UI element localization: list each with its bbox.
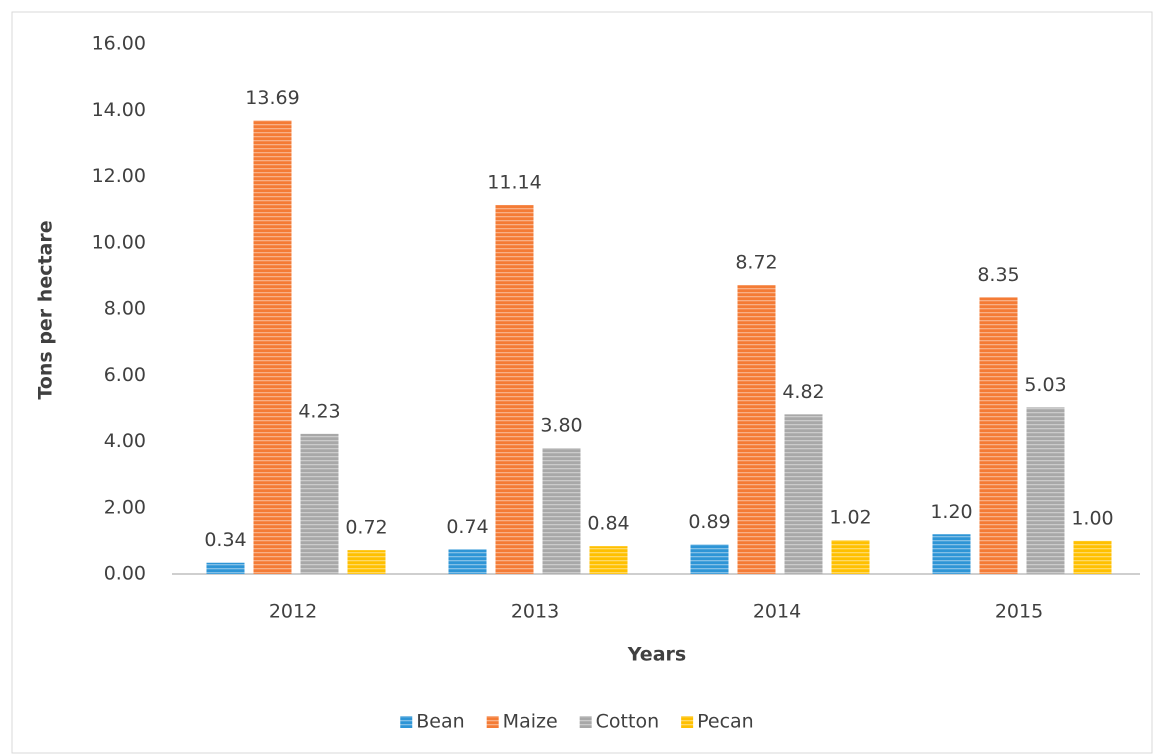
- bar: [300, 433, 339, 574]
- legend-label: Pecan: [697, 711, 754, 733]
- data-label: 13.69: [245, 87, 299, 109]
- legend-label: Cotton: [596, 711, 659, 733]
- bar: [932, 534, 971, 574]
- x-axis-title: Years: [627, 644, 686, 666]
- data-label: 1.00: [1071, 507, 1113, 529]
- y-tick-label: 0.00: [104, 563, 146, 585]
- legend-swatch: [486, 716, 499, 728]
- data-label: 11.14: [487, 171, 541, 193]
- y-tick-label: 12.00: [92, 165, 146, 187]
- y-tick-label: 2.00: [104, 496, 146, 518]
- bar: [542, 448, 581, 574]
- bar: [690, 544, 729, 574]
- legend-swatch: [400, 716, 413, 728]
- data-label: 4.82: [782, 381, 824, 403]
- x-tick-label: 2012: [269, 601, 317, 623]
- x-tick-label: 2014: [753, 601, 801, 623]
- bar: [1073, 540, 1112, 574]
- legend-label: Maize: [503, 711, 558, 733]
- bar: [831, 540, 870, 574]
- legend-swatch: [579, 716, 592, 728]
- bar: [347, 550, 386, 574]
- bar: [1026, 407, 1065, 574]
- y-tick-label: 8.00: [104, 298, 146, 320]
- data-label: 0.74: [446, 516, 488, 538]
- y-axis-title: Tons per hectare: [35, 220, 57, 399]
- data-label: 8.35: [977, 264, 1019, 286]
- bar: [448, 549, 487, 574]
- x-tick-label: 2013: [511, 601, 559, 623]
- y-tick-label: 16.00: [92, 33, 146, 55]
- bar: [206, 562, 245, 574]
- legend-label: Bean: [416, 711, 464, 733]
- bar: [979, 297, 1018, 574]
- chart-border: [11, 11, 1153, 754]
- bar: [253, 120, 292, 575]
- data-label: 1.20: [930, 501, 972, 523]
- bar: [737, 285, 776, 574]
- y-tick-label: 6.00: [104, 364, 146, 386]
- data-label: 0.72: [345, 517, 387, 539]
- data-label: 1.02: [829, 507, 871, 529]
- data-label: 0.89: [688, 511, 730, 533]
- y-tick-label: 14.00: [92, 99, 146, 121]
- data-label: 4.23: [298, 400, 340, 422]
- bar: [589, 546, 628, 574]
- data-label: 0.34: [204, 529, 246, 551]
- data-label: 5.03: [1024, 374, 1066, 396]
- legend-swatch: [681, 716, 694, 728]
- y-tick-label: 10.00: [92, 231, 146, 253]
- data-label: 8.72: [735, 252, 777, 274]
- x-tick-label: 2015: [995, 601, 1043, 623]
- y-tick-label: 4.00: [104, 430, 146, 452]
- bar: [784, 414, 823, 574]
- data-label: 3.80: [540, 415, 582, 437]
- data-label: 0.84: [587, 513, 629, 535]
- bar: [495, 204, 534, 575]
